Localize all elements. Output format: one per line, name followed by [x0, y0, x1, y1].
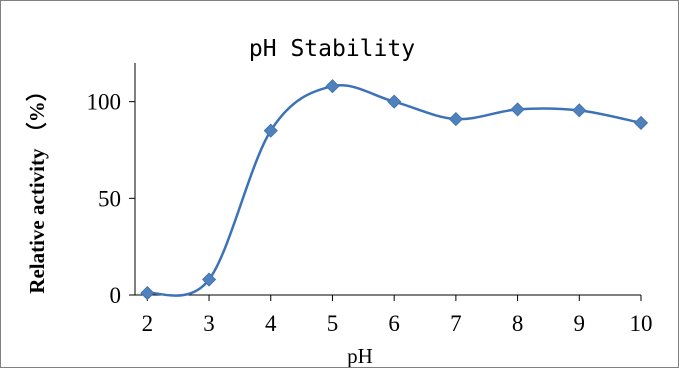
chart-title: pH Stability — [249, 36, 415, 62]
y-tick-label: 50 — [98, 186, 121, 211]
marker-group — [140, 79, 649, 301]
data-point-marker — [510, 102, 525, 117]
series-line — [147, 84, 642, 297]
data-point-marker — [263, 123, 278, 138]
data-point-marker — [572, 103, 587, 118]
x-tick-label: 6 — [388, 311, 400, 336]
x-tick-label: 5 — [327, 311, 339, 336]
data-point-marker — [140, 286, 155, 301]
x-axis-label: pH — [347, 344, 373, 367]
data-point-marker — [633, 115, 649, 130]
y-axis-label: Relative activity （%） — [25, 80, 49, 293]
x-tick-label: 7 — [450, 311, 462, 336]
x-tick-label: 2 — [142, 311, 154, 336]
x-tick-label: 10 — [630, 311, 653, 336]
x-tick-label: 9 — [574, 311, 586, 336]
x-tick-group: 2 3 4 5 6 7 8 9 10 — [142, 295, 653, 336]
y-tick-label: 100 — [87, 90, 122, 115]
data-point-marker — [448, 112, 463, 127]
x-tick-label: 4 — [265, 311, 277, 336]
y-tick-label: 0 — [110, 283, 122, 308]
x-tick-label: 8 — [512, 311, 524, 336]
data-point-marker — [201, 272, 217, 287]
y-tick-group: 0 50 100 — [87, 90, 135, 308]
data-point-marker — [325, 79, 340, 94]
x-tick-label: 3 — [203, 311, 215, 336]
data-point-marker — [387, 94, 402, 109]
